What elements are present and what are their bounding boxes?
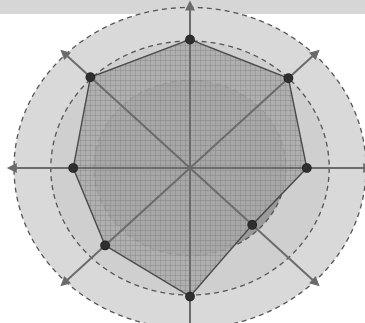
data-point-7 bbox=[68, 163, 79, 173]
data-point-4 bbox=[247, 219, 258, 230]
axis-2 bbox=[189, 49, 320, 169]
axis-8 bbox=[60, 49, 191, 169]
data-point-8 bbox=[85, 72, 96, 83]
data-point-3 bbox=[301, 163, 312, 173]
data-point-2 bbox=[283, 73, 294, 84]
data-point-1 bbox=[185, 34, 195, 45]
data-point-6 bbox=[100, 240, 110, 251]
data-point-5 bbox=[185, 291, 195, 302]
axis-6 bbox=[60, 167, 191, 287]
markers-layer bbox=[68, 34, 312, 302]
